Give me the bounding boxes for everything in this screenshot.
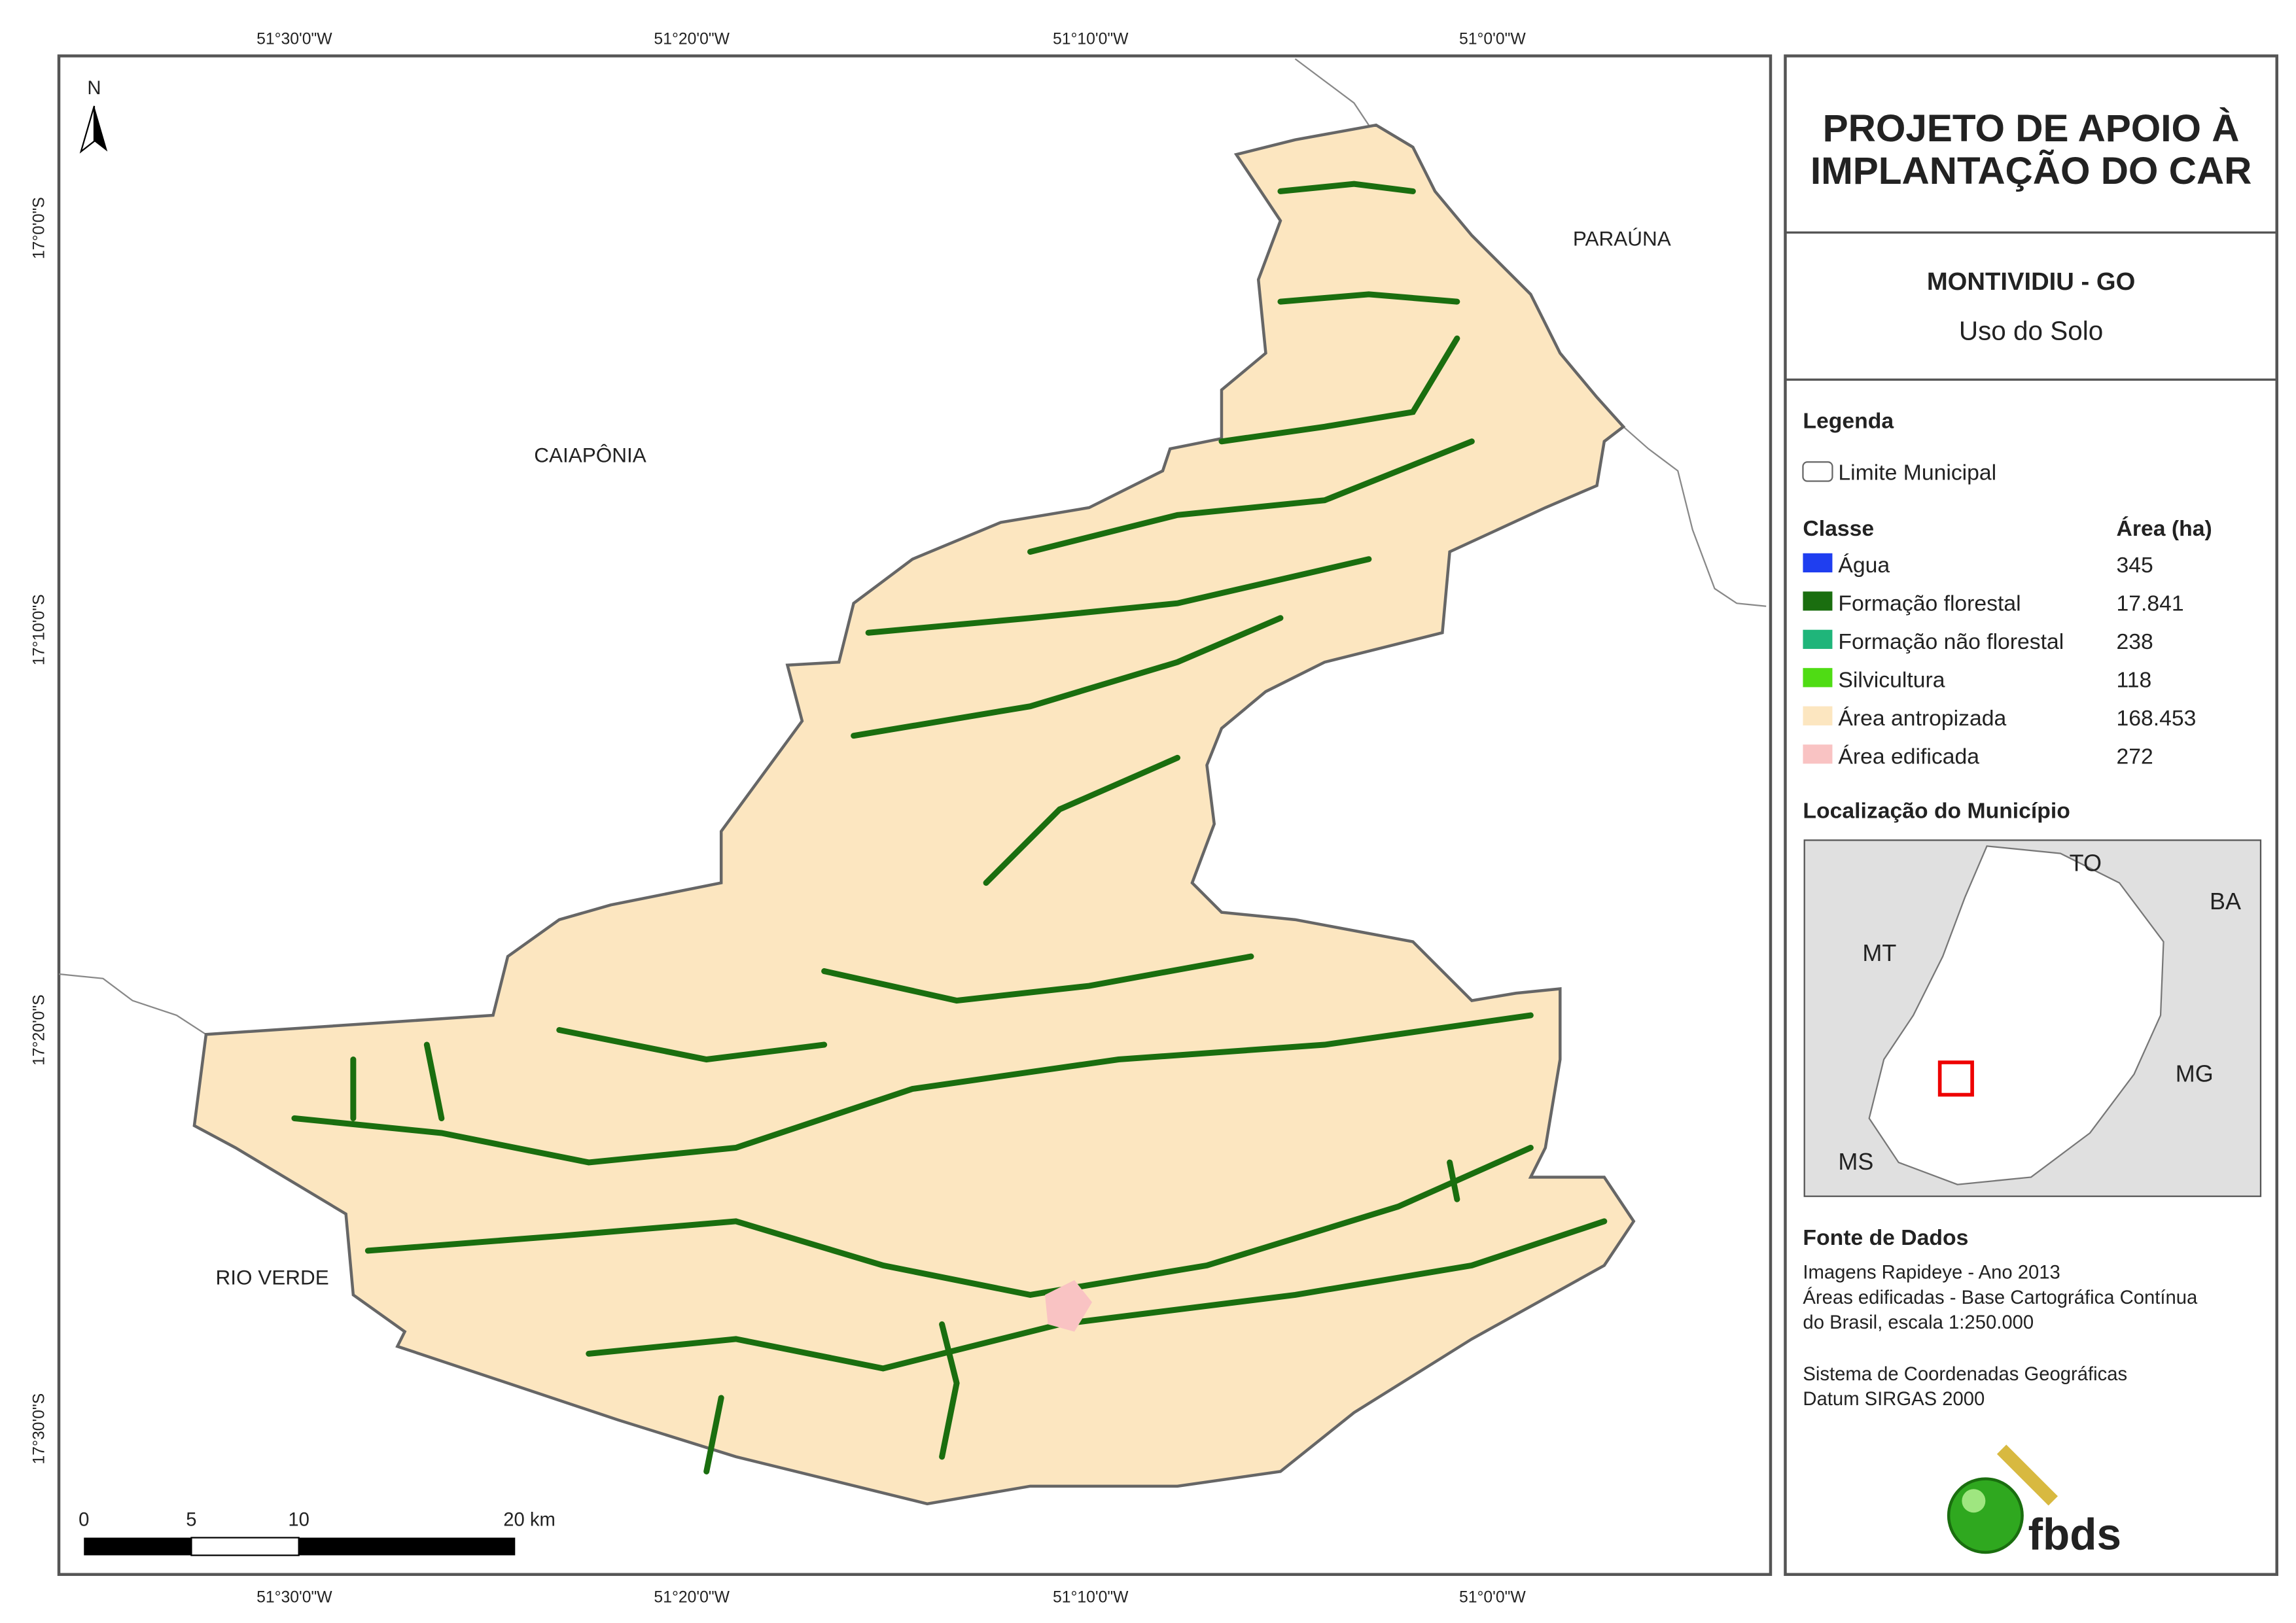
legend-area: 345 [2117, 553, 2153, 578]
legend-header: Área (ha) [2117, 516, 2212, 541]
lon-label: 51°10'0"W [1053, 30, 1129, 48]
source-line: Imagens Rapideye - Ano 2013 [1803, 1263, 2060, 1283]
title: PROJETO DE APOIO À [1823, 107, 2240, 150]
legend-area: 17.841 [2117, 591, 2184, 616]
inset-state [1868, 845, 2164, 1185]
legend-class: Formação não florestal [1838, 629, 2064, 654]
legend-class: Água [1838, 553, 1890, 578]
lon-label: 51°0'0"W [1459, 1589, 1526, 1607]
inset-label: MG [2176, 1060, 2214, 1087]
scale-label: 5 [186, 1510, 196, 1531]
legend-swatch [1803, 668, 1833, 688]
north-arrow [79, 105, 108, 154]
lon-label: 51°30'0"W [256, 30, 332, 48]
legend-area: 272 [2117, 744, 2153, 769]
lon-label: 51°20'0"W [654, 1589, 730, 1607]
lon-label: 51°10'0"W [1053, 1589, 1129, 1607]
neighbor-boundaries [58, 58, 1767, 1036]
subtitle: Uso do Solo [1959, 316, 2103, 346]
scale-label: 20 km [503, 1510, 556, 1531]
source-line: Áreas edificadas - Base Cartográfica Con… [1803, 1287, 2198, 1308]
source-line: Sistema de Coordenadas Geográficas [1803, 1364, 2127, 1385]
legend-heading: Legenda [1803, 409, 1894, 434]
municipality: MONTIVIDIU - GO [1927, 268, 2135, 296]
inset-label: TO [2070, 850, 2102, 877]
legend-class: Silvicultura [1838, 667, 1945, 692]
logo [1947, 1444, 2058, 1554]
forest-streams [291, 181, 1608, 1475]
legend-swatch [1803, 744, 1833, 764]
legend-swatch [1803, 629, 1833, 649]
title: IMPLANTAÇÃO DO CAR [1810, 149, 2252, 192]
legend-header: Classe [1803, 516, 1874, 541]
legend-swatch [1803, 591, 1833, 611]
inset-label: BA [2210, 888, 2241, 915]
legend-area: 118 [2117, 667, 2152, 692]
boundary-swatch [1802, 461, 1833, 482]
sources-heading: Fonte de Dados [1803, 1225, 1968, 1250]
lat-label: 17°30'0"S [31, 1393, 48, 1465]
lon-label: 51°0'0"W [1459, 30, 1526, 48]
legend-swatch [1803, 553, 1833, 572]
scale-label: 10 [288, 1510, 309, 1531]
legend-class: Formação florestal [1838, 591, 2021, 616]
north-label: N [87, 78, 101, 99]
legend-boundary: Limite Municipal [1838, 460, 1996, 485]
place-name: PARAÚNA [1573, 227, 1671, 251]
legend-area: 238 [2117, 629, 2153, 654]
place-name: CAIAPÔNIA [534, 443, 646, 466]
legend-class: Área edificada [1838, 744, 1979, 769]
location-heading: Localização do Município [1803, 799, 2070, 824]
logo-text: fbds [2028, 1510, 2121, 1560]
legend-class: Área antropizada [1838, 706, 2006, 731]
inset-locator [1937, 1060, 1974, 1097]
urban-area [1045, 1280, 1093, 1332]
scale-label: 0 [79, 1510, 89, 1531]
inset-label: MS [1838, 1148, 1873, 1175]
legend-area: 168.453 [2117, 706, 2197, 731]
lat-label: 17°0'0"S [31, 197, 48, 259]
source-line: do Brasil, escala 1:250.000 [1803, 1312, 2034, 1333]
lon-label: 51°30'0"W [256, 1589, 332, 1607]
info-panel [1784, 54, 2278, 1577]
inset-label: MT [1862, 939, 1896, 966]
municipality [192, 123, 1636, 1506]
source-line: Datum SIRGAS 2000 [1803, 1389, 1985, 1410]
scale-bar [84, 1537, 516, 1556]
lon-label: 51°20'0"W [654, 30, 730, 48]
lat-label: 17°20'0"S [31, 994, 48, 1066]
legend-swatch [1803, 706, 1833, 725]
lat-label: 17°10'0"S [31, 594, 48, 665]
place-name: RIO VERDE [216, 1266, 329, 1289]
